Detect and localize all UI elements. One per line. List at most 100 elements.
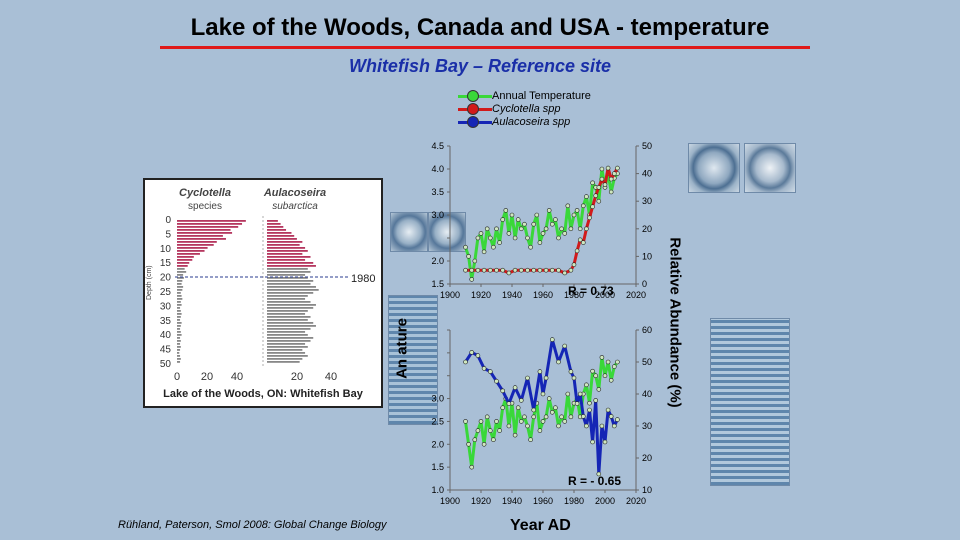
data-point: [506, 270, 512, 276]
profile-bar-cyclotella: [177, 313, 182, 315]
data-point: [605, 359, 611, 365]
data-point: [503, 208, 509, 213]
profile-bar-cyclotella: [177, 235, 223, 237]
data-point: [596, 387, 602, 392]
profile-bar-aulacoseira: [267, 340, 311, 342]
y-tick-label-right: 40: [642, 389, 652, 399]
profile-bar-aulacoseira: [267, 304, 316, 306]
profile-bar-cyclotella: [177, 226, 239, 228]
profile-bar-aulacoseira: [267, 271, 311, 273]
profile-col1-subtitle: species: [188, 201, 222, 212]
profile-bar-aulacoseira: [267, 313, 306, 315]
y-tick-label-right: 30: [642, 421, 652, 431]
data-point: [491, 437, 496, 443]
data-point: [568, 414, 574, 420]
data-point: [602, 439, 608, 445]
data-point: [584, 226, 589, 232]
data-point: [593, 193, 599, 198]
data-point: [587, 407, 592, 413]
profile-bar-cyclotella: [177, 322, 182, 324]
profile-bar-cyclotella: [177, 316, 181, 318]
profile-depth-tick: 15: [160, 258, 172, 269]
data-point: [568, 267, 574, 273]
x-tick-label: 2000: [595, 290, 615, 300]
data-point: [475, 267, 481, 273]
profile-bar-cyclotella: [177, 262, 190, 264]
profile-bar-aulacoseira: [267, 316, 311, 318]
data-point: [509, 212, 515, 218]
data-point: [599, 355, 605, 360]
profile-bar-aulacoseira: [267, 232, 292, 234]
y-tick-label-right: 50: [642, 357, 652, 367]
profile-bar-aulacoseira: [267, 361, 300, 363]
data-point: [540, 419, 546, 424]
profile-bar-cyclotella: [177, 247, 208, 249]
data-point: [506, 401, 512, 406]
data-point: [469, 267, 475, 273]
data-point: [525, 267, 530, 273]
profile-bar-aulacoseira: [267, 277, 308, 279]
profile-bar-aulacoseira: [267, 259, 306, 261]
data-point: [494, 267, 499, 273]
profile-bar-aulacoseira: [267, 220, 278, 222]
profile-bar-aulacoseira: [267, 280, 314, 282]
data-point: [481, 366, 487, 371]
data-point: [506, 423, 512, 429]
data-point: [518, 226, 524, 232]
data-point: [543, 267, 549, 273]
data-point: [512, 432, 518, 438]
y-tick-label-right: 40: [642, 169, 652, 179]
data-point: [599, 166, 605, 172]
data-point: [602, 182, 608, 187]
y-tick-label-left: 4.0: [431, 164, 444, 174]
profile-bar-aulacoseira: [267, 337, 314, 339]
data-point: [556, 235, 561, 241]
data-point: [506, 231, 512, 236]
y-tick-label-left: 3.0: [431, 210, 444, 220]
right-axis-label: Relative Abundance (%): [666, 237, 684, 408]
data-point: [605, 407, 611, 413]
data-point: [543, 226, 549, 232]
data-point: [596, 471, 602, 477]
profile-bar-cyclotella: [177, 253, 200, 255]
profile-bar-aulacoseira: [267, 286, 316, 288]
data-point: [463, 267, 468, 273]
profile-bar-aulacoseira: [267, 301, 311, 303]
data-point: [494, 419, 499, 424]
data-point: [522, 414, 527, 420]
profile-bar-aulacoseira: [267, 325, 316, 327]
data-point: [571, 375, 577, 381]
y-tick-label-left: 1.0: [431, 485, 444, 495]
profile-depth-tick: 0: [165, 215, 171, 226]
data-point: [525, 423, 530, 429]
chart-top: 1.5 2.0 3.0 3.5 4.0 4.5 0 10 20 30 40 50 1900 1920 194…: [431, 141, 652, 300]
profile-bar-aulacoseira: [267, 247, 306, 249]
profile-bar-cyclotella: [177, 250, 205, 252]
x-tick-label: 1920: [471, 290, 491, 300]
profile-bar-cyclotella: [177, 277, 184, 279]
profile-bar-cyclotella: [177, 304, 182, 306]
profile-bar-cyclotella: [177, 286, 184, 288]
data-point: [596, 185, 602, 190]
data-point: [593, 398, 599, 403]
profile-col1-title: Cyclotella: [179, 187, 231, 199]
data-point: [463, 359, 468, 365]
data-point: [608, 377, 614, 383]
legend-item-temperature: Annual Temperature: [455, 89, 655, 103]
legend-label: Aulacoseira spp: [492, 116, 571, 128]
profile-bar-cyclotella: [177, 325, 181, 327]
data-point: [584, 382, 589, 388]
legend-item-aulacoseira: Aulacoseira spp: [455, 115, 655, 129]
profile-bar-cyclotella: [177, 295, 182, 297]
data-point: [608, 189, 614, 195]
data-point: [590, 439, 595, 445]
data-point: [577, 391, 583, 397]
profile-bar-aulacoseira: [267, 235, 295, 237]
profile-bar-aulacoseira: [267, 229, 287, 231]
profile-depth-tick: 35: [160, 316, 172, 327]
data-point: [611, 364, 617, 369]
series-line: [464, 338, 619, 476]
depth-profile-figure: Cyclotella species Aulacoseira subarctic…: [143, 178, 383, 408]
data-point: [484, 226, 490, 232]
